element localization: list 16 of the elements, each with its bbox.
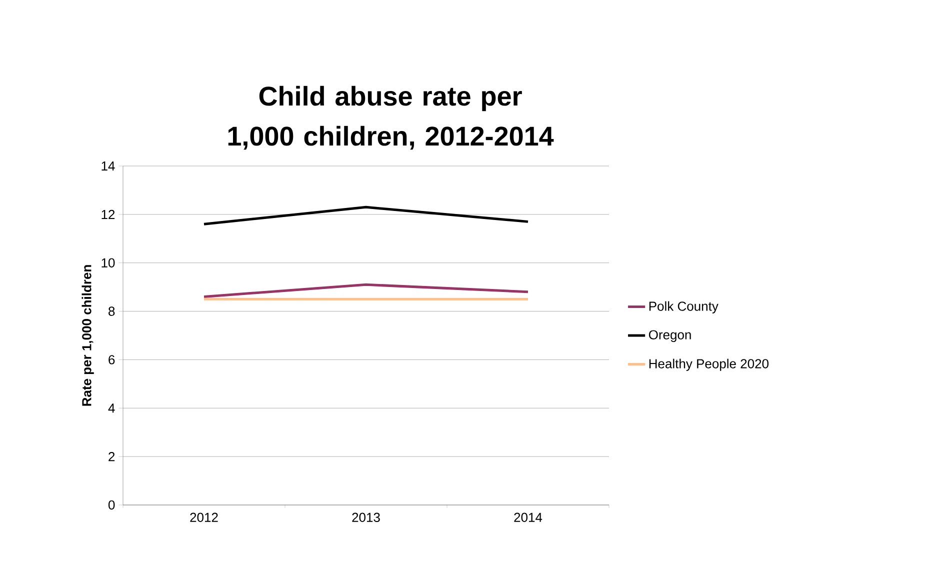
y-tick-label: 4 [108, 404, 115, 413]
legend-label: Polk County [649, 301, 718, 314]
y-tick-label: 12 [102, 210, 115, 219]
x-tick-label: 2013 [352, 512, 380, 522]
y-tick-label: 6 [108, 355, 115, 364]
chart-title: Child abuse rate per 1,000 children, 2012-2014 [228, 86, 554, 150]
y-tick-label: 14 [102, 162, 115, 170]
legend-label: Healthy People 2020 [649, 358, 769, 371]
legend-label: Oregon [648, 330, 691, 342]
y-tick-label: 10 [102, 258, 115, 268]
x-tick-label: 2014 [514, 512, 542, 522]
y-axis-title: Rate per 1,000 children [82, 265, 94, 406]
y-tick-label: 8 [108, 306, 115, 316]
y-tick-label: 2 [108, 452, 115, 462]
x-tick-label: 2012 [190, 512, 218, 522]
y-tick-label: 0 [108, 500, 115, 510]
